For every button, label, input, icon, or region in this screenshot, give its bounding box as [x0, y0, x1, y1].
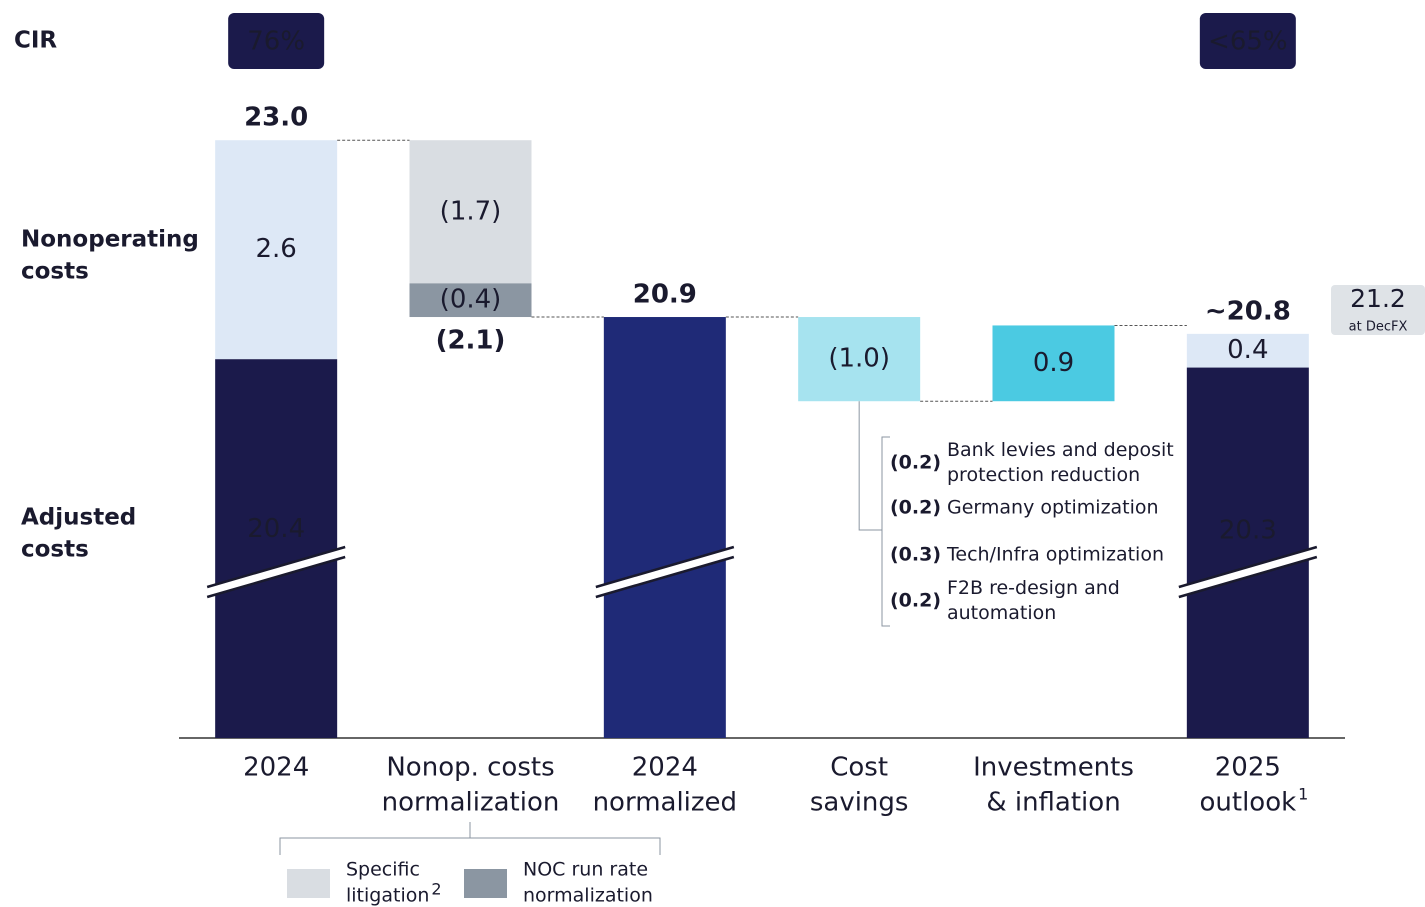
x-tick-label: & inflation	[986, 788, 1120, 818]
axis-break	[207, 547, 346, 597]
bar-segment	[409, 140, 532, 284]
x-tick-label: Investments	[973, 753, 1134, 783]
axis-break-line	[1178, 545, 1318, 589]
row-label: costs	[21, 537, 89, 563]
breakdown-value: (0.3)	[890, 544, 941, 566]
x-tick-label: Nonop. costs	[386, 753, 554, 783]
axis-break	[595, 547, 734, 597]
value-label: 20.4	[247, 514, 305, 544]
bar-segment	[603, 317, 726, 738]
axis-break-line	[206, 555, 346, 599]
x-tick-label: 2025	[1215, 753, 1281, 783]
breakdown-text: Germany optimization	[947, 497, 1159, 519]
legend-swatch	[287, 869, 330, 898]
axis-break	[1178, 547, 1317, 597]
axis-break-line	[206, 545, 346, 589]
cir-value: 76%	[247, 27, 305, 57]
breakdown-text: automation	[947, 602, 1056, 624]
breakdown-value: (0.2)	[890, 497, 941, 519]
value-label: (0.4)	[440, 285, 502, 315]
value-label: 0.4	[1227, 335, 1268, 365]
footnote-mark: 1	[1298, 785, 1308, 804]
breakdown-text: Tech/Infra optimization	[946, 544, 1164, 566]
x-tick-label: outlook	[1199, 788, 1296, 818]
legend-label: Specific	[346, 859, 420, 881]
total-label: 23.0	[244, 103, 308, 133]
axis-break-line	[595, 545, 735, 589]
legend-label: NOC run rate	[523, 859, 648, 881]
row-label: costs	[21, 259, 89, 285]
bar-segment	[798, 317, 921, 402]
x-tick-label: Cost	[830, 753, 888, 783]
bar-segment	[215, 359, 338, 738]
row-label: Nonoperating	[21, 227, 199, 253]
cir-box	[1199, 13, 1296, 69]
value-label: 0.9	[1033, 348, 1074, 378]
footnote-mark: 2	[431, 880, 441, 899]
breakdown-bracket	[881, 436, 890, 627]
side-annotation-label: at DecFX	[1349, 320, 1408, 335]
side-annotation-value: 21.2	[1350, 284, 1406, 313]
row-label: Adjusted	[21, 505, 136, 531]
breakdown-value: (0.2)	[890, 452, 941, 474]
legend-label: litigation	[346, 885, 429, 907]
total-label: ~20.8	[1205, 296, 1291, 326]
x-tick-label: normalized	[593, 788, 737, 818]
value-label: 20.3	[1219, 516, 1277, 546]
x-tick-label: savings	[810, 788, 909, 818]
breakdown-text: Bank levies and deposit	[947, 439, 1174, 461]
x-tick-label: 2024	[632, 753, 698, 783]
total-label: (2.1)	[436, 326, 506, 356]
cir-label: CIR	[14, 28, 57, 54]
legend-bracket	[279, 822, 661, 855]
x-tick-label: normalization	[382, 788, 560, 818]
cir-value: <65%	[1208, 27, 1288, 57]
bar-segment	[992, 325, 1115, 402]
bar-segment	[215, 140, 338, 360]
total-label: 20.9	[633, 280, 697, 310]
breakdown-text: F2B re-design and	[947, 577, 1120, 599]
breakdown-connector	[858, 401, 882, 531]
breakdown-text: protection reduction	[947, 464, 1140, 486]
legend-label: normalization	[523, 885, 653, 907]
value-label: (1.7)	[440, 196, 502, 226]
bar-segment	[1186, 333, 1309, 368]
bar-segment	[409, 283, 532, 318]
side-annotation-box	[1331, 285, 1425, 335]
axis-break-line	[595, 555, 735, 599]
bar-segment	[1186, 367, 1309, 738]
cir-box	[228, 13, 325, 69]
axis-break-line	[1178, 555, 1318, 599]
value-label: 2.6	[255, 234, 296, 264]
x-tick-label: 2024	[243, 753, 309, 783]
breakdown-value: (0.2)	[890, 590, 941, 612]
legend-swatch	[464, 869, 507, 898]
value-label: (1.0)	[828, 344, 890, 374]
